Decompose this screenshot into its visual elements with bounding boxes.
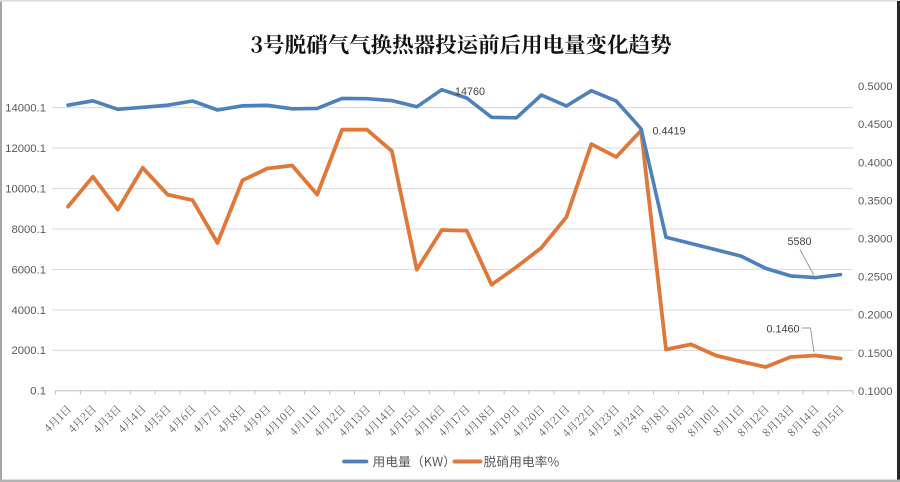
svg-text:12000.1: 12000.1: [5, 143, 46, 155]
svg-text:0.4500: 0.4500: [858, 119, 893, 131]
svg-text:2000.1: 2000.1: [11, 345, 46, 357]
svg-text:14000.1: 14000.1: [5, 103, 46, 115]
svg-text:0.1: 0.1: [30, 386, 46, 398]
svg-text:14760: 14760: [455, 86, 485, 98]
svg-text:0.5000: 0.5000: [858, 81, 893, 93]
svg-text:0.1500: 0.1500: [858, 348, 893, 360]
svg-text:0.3500: 0.3500: [858, 195, 893, 207]
svg-text:10000.1: 10000.1: [5, 184, 46, 196]
svg-text:0.3000: 0.3000: [858, 234, 893, 246]
svg-text:4000.1: 4000.1: [11, 305, 46, 317]
svg-text:0.1000: 0.1000: [858, 386, 893, 398]
svg-text:0.4000: 0.4000: [858, 157, 893, 169]
svg-text:6000.1: 6000.1: [11, 264, 46, 276]
svg-text:8000.1: 8000.1: [11, 224, 46, 236]
svg-text:0.4419: 0.4419: [653, 125, 686, 137]
svg-text:0.2000: 0.2000: [858, 310, 893, 322]
svg-text:0.1460: 0.1460: [767, 324, 800, 336]
svg-text:5580: 5580: [788, 236, 812, 248]
svg-text:0.2500: 0.2500: [858, 272, 893, 284]
